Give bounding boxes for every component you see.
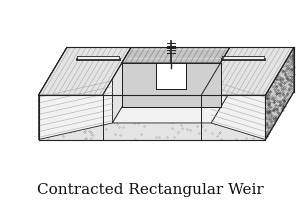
- Polygon shape: [38, 47, 131, 95]
- Polygon shape: [201, 47, 294, 95]
- Polygon shape: [38, 47, 131, 95]
- Polygon shape: [122, 47, 230, 63]
- Polygon shape: [211, 79, 266, 140]
- Polygon shape: [156, 63, 186, 89]
- Polygon shape: [211, 47, 230, 123]
- Text: Contracted Rectangular Weir: Contracted Rectangular Weir: [37, 183, 263, 197]
- Polygon shape: [38, 47, 294, 95]
- Polygon shape: [222, 56, 265, 59]
- Polygon shape: [266, 47, 294, 140]
- Polygon shape: [122, 63, 220, 107]
- Polygon shape: [38, 79, 112, 140]
- Polygon shape: [38, 95, 266, 140]
- Polygon shape: [112, 92, 230, 123]
- Polygon shape: [201, 47, 294, 95]
- Polygon shape: [77, 56, 119, 59]
- Polygon shape: [112, 47, 131, 123]
